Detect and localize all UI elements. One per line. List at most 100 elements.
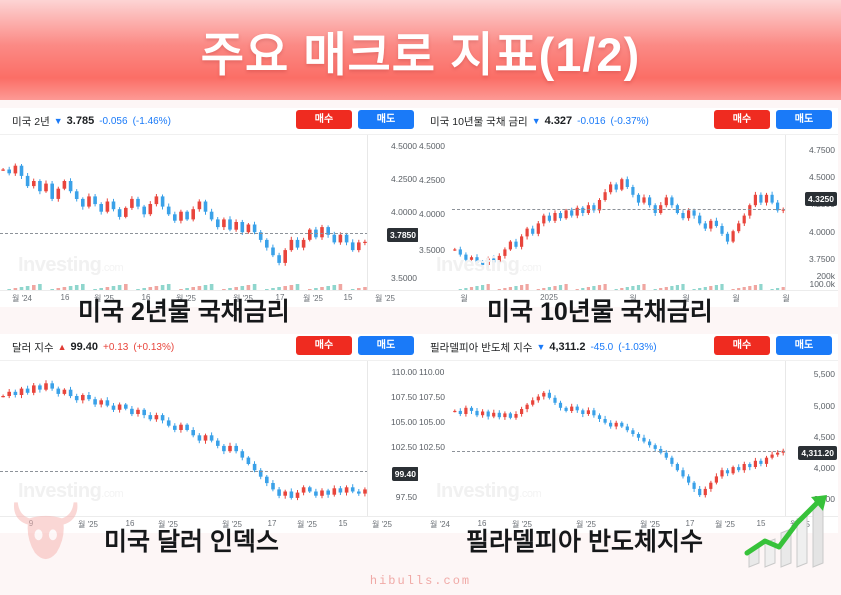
change-percent: (-1.46%) [132, 115, 171, 127]
plot-area [452, 361, 786, 533]
x-axis: 월 '24 16 월 '25 월 '25 월 '25 17 월 '25 15 월… [418, 516, 838, 533]
y-tick-left: 4.2500 [419, 175, 445, 185]
x-tick: 16 [125, 519, 135, 528]
widget-header-dollar-index: 달러 지수 ▲ 99.40 +0.13 (+0.13%) 매수 매도 [0, 334, 420, 360]
y-tick: 4,000 [813, 463, 835, 473]
y-tick-left: 102.50 [419, 442, 445, 452]
x-tick: 17 [275, 293, 285, 302]
buy-button[interactable]: 매수 [296, 110, 352, 129]
y-tick-left: 105.00 [419, 417, 445, 427]
buy-button[interactable]: 매수 [714, 336, 770, 355]
y-tick: 5,000 [813, 401, 835, 411]
chart-dollar-index[interactable]: Investing.com 110.00 107.50 105.00 102.5… [0, 360, 420, 533]
y-axis-left: 110.00 107.50 105.00 102.50 [418, 361, 452, 533]
sell-button[interactable]: 매도 [358, 336, 414, 355]
x-tick: 월 '25 [93, 294, 115, 303]
arrow-down-icon: ▼ [53, 116, 63, 126]
volume-tick: 200k [816, 271, 835, 281]
x-tick: 월 [629, 294, 637, 303]
change-percent: (-1.03%) [618, 341, 657, 353]
candlestick-series [453, 389, 785, 498]
trade-buttons: 매수 매도 [296, 110, 414, 129]
arrow-down-icon: ▼ [536, 342, 546, 352]
x-tick: 월 '25 [157, 520, 179, 529]
last-price-line [452, 209, 786, 210]
y-tick: 4.2500 [391, 174, 417, 184]
bull-logo-icon [13, 502, 78, 560]
x-tick: 16 [141, 293, 151, 302]
price-value: 3.785 [66, 115, 95, 127]
panel-us-10y: 미국 10년물 국채 금리 ▼ 4.327 -0.016 (-0.37%) 매수… [418, 108, 838, 330]
x-tick: 월 '25 [511, 520, 533, 529]
y-tick: 110.00 [391, 367, 417, 377]
change-value: +0.13 [103, 341, 129, 353]
y-tick: 4.5000 [809, 172, 835, 182]
caption-us-10y: 미국 10년물 국채금리 [487, 298, 713, 326]
caption-sox: 필라델피아 반도체지수 [466, 528, 703, 556]
price-value: 4,311.2 [549, 341, 586, 353]
y-tick: 4.0000 [809, 227, 835, 237]
y-tick-left: 110.00 [419, 367, 445, 377]
chart-us-10y[interactable]: 4.5000 4.2500 4.0000 3.5000 Investing.co… [418, 134, 838, 307]
x-axis: 9 월 '25 16 월 '25 월 '25 17 월 '25 15 월 '25 [0, 516, 420, 533]
y-tick: 4.5000 [391, 141, 417, 151]
y-tick-left: 4.0000 [419, 209, 445, 219]
x-tick: 월 '25 [371, 520, 393, 529]
x-tick: 월 '25 [639, 520, 661, 529]
candlestick-series [1, 163, 367, 266]
trade-buttons: 매수 매도 [714, 336, 832, 355]
price-value: 99.40 [70, 341, 99, 353]
last-price-badge: 3.7850 [387, 228, 419, 242]
x-tick: 월 '25 [296, 520, 318, 529]
symbol-label: 미국 2년 [12, 115, 50, 128]
title-banner: 주요 매크로 지표(1/2) [0, 0, 841, 100]
x-axis: 월 '24 16 월 '25 16 월 '25 월 '25 17 월 '25 1… [0, 290, 420, 307]
y-tick: 4.0000 [391, 207, 417, 217]
growth-chart-icon [744, 495, 827, 568]
trade-buttons: 매수 매도 [296, 336, 414, 355]
x-tick: 월 '25 [374, 294, 396, 303]
y-tick: 107.50 [391, 392, 417, 402]
y-axis-right: 4.7500 4.5000 4.2500 4.0000 3.7500 4.325… [785, 135, 838, 307]
candlestick-series [453, 176, 785, 268]
sell-button[interactable]: 매도 [776, 110, 832, 129]
x-tick: 월 '25 [302, 294, 324, 303]
chart-us-2y[interactable]: Investing.com 4.5000 4.2500 4.0000 3.500… [0, 134, 420, 307]
last-price-line [0, 233, 368, 234]
arrow-up-icon: ▲ [57, 342, 67, 352]
buy-button[interactable]: 매수 [296, 336, 352, 355]
y-tick: 102.50 [391, 442, 417, 452]
candlestick-series [1, 380, 367, 501]
sell-button[interactable]: 매도 [358, 110, 414, 129]
y-tick-left: 4.5000 [419, 141, 445, 151]
last-price-badge: 4.3250 [805, 192, 837, 206]
buy-button[interactable]: 매수 [714, 110, 770, 129]
x-tick: 월 '24 [429, 520, 451, 529]
y-tick-left: 3.5000 [419, 245, 445, 255]
page-title: 주요 매크로 지표(1/2) [200, 27, 641, 81]
x-tick: 월 [782, 294, 790, 303]
change-value: -0.056 [99, 115, 128, 127]
panel-sox: 필라델피아 반도체 지수 ▼ 4,311.2 -45.0 (-1.03%) 매수… [418, 334, 838, 556]
last-price-badge: 4,311.20 [798, 446, 837, 460]
change-percent: (+0.13%) [133, 341, 175, 353]
symbol-label: 달러 지수 [12, 341, 54, 354]
plot-area [452, 135, 786, 307]
x-tick: 월 '25 [175, 294, 197, 303]
caption-dollar-index: 미국 달러 인덱스 [104, 528, 279, 556]
sell-button[interactable]: 매도 [776, 336, 832, 355]
x-tick: 17 [267, 519, 277, 528]
panel-dollar-index: 달러 지수 ▲ 99.40 +0.13 (+0.13%) 매수 매도 Inves… [0, 334, 420, 556]
site-footer: hibulls.com [369, 574, 472, 588]
x-tick: 16 [477, 519, 487, 528]
price-value: 4.327 [544, 115, 573, 127]
chart-sox[interactable]: 110.00 107.50 105.00 102.50 Investing.co… [418, 360, 838, 533]
symbol-label: 필라델피아 반도체 지수 [430, 341, 533, 354]
x-tick: 15 [338, 519, 348, 528]
last-price-badge: 99.40 [391, 467, 419, 481]
y-tick: 4.7500 [809, 145, 835, 155]
widget-header-sox: 필라델피아 반도체 지수 ▼ 4,311.2 -45.0 (-1.03%) 매수… [418, 334, 838, 360]
change-value: -45.0 [590, 341, 614, 353]
plot-area [0, 135, 368, 307]
x-tick: 월 '25 [575, 520, 597, 529]
